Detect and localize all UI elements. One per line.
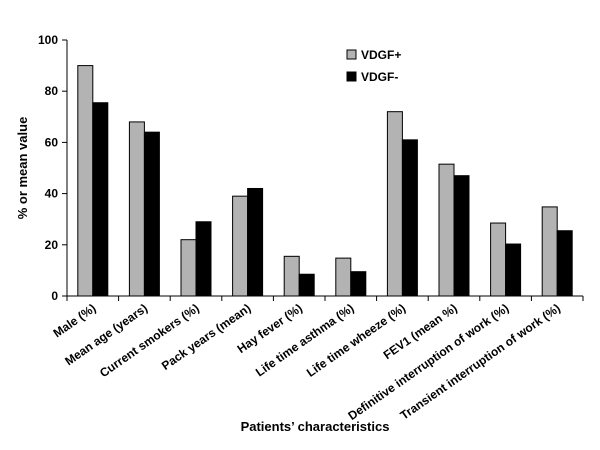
bar-vdgf-plus-1 <box>128 121 145 297</box>
bar-series <box>77 65 573 297</box>
y-tick-label: 80 <box>45 84 59 98</box>
bar-vdgf-plus-8 <box>490 222 507 297</box>
y-axis-ticks: 0 20 40 60 80 100 <box>38 33 67 303</box>
bar-vdgf-plus-6 <box>386 111 403 297</box>
legend-swatch-vdgf-plus <box>346 49 357 60</box>
bar-vdgf-plus-7 <box>438 163 455 297</box>
x-axis-ticks: Male (%)Mean age (years)Current smokers … <box>51 296 584 423</box>
y-tick-label: 0 <box>51 289 58 303</box>
x-tick-label: Pack years (mean) <box>159 301 253 373</box>
legend: VDGF+ VDGF- <box>346 48 401 84</box>
bar-vdgf-minus-1 <box>143 131 160 297</box>
bar-vdgf-plus-4 <box>283 255 300 297</box>
x-tick-label: Life time wheeze (%) <box>304 301 408 380</box>
x-tick-label: Male (%) <box>51 301 99 340</box>
bar-vdgf-minus-7 <box>453 175 470 297</box>
legend-swatch-vdgf-minus <box>346 71 357 82</box>
y-tick-label: 20 <box>45 238 59 252</box>
bar-vdgf-minus-4 <box>298 273 315 297</box>
bar-vdgf-minus-2 <box>195 221 212 297</box>
bar-vdgf-minus-0 <box>92 102 109 297</box>
legend-label-vdgf-plus: VDGF+ <box>361 48 401 62</box>
bar-vdgf-plus-2 <box>180 239 197 297</box>
bar-vdgf-minus-5 <box>350 271 367 297</box>
y-tick-label: 100 <box>38 33 58 47</box>
bar-vdgf-minus-3 <box>247 187 264 297</box>
x-axis-title: Patients’ characteristics <box>241 419 390 434</box>
bar-vdgf-plus-9 <box>541 206 558 297</box>
y-tick-label: 60 <box>45 135 59 149</box>
legend-label-vdgf-minus: VDGF- <box>361 70 398 84</box>
y-axis-title: % or mean value <box>15 117 30 220</box>
bar-vdgf-plus-0 <box>77 65 94 297</box>
bar-vdgf-plus-3 <box>232 195 249 297</box>
bar-vdgf-minus-6 <box>401 139 418 297</box>
bar-vdgf-minus-8 <box>505 243 522 297</box>
y-tick-label: 40 <box>45 187 59 201</box>
bar-vdgf-plus-5 <box>335 257 352 297</box>
bar-vdgf-minus-9 <box>556 230 573 297</box>
